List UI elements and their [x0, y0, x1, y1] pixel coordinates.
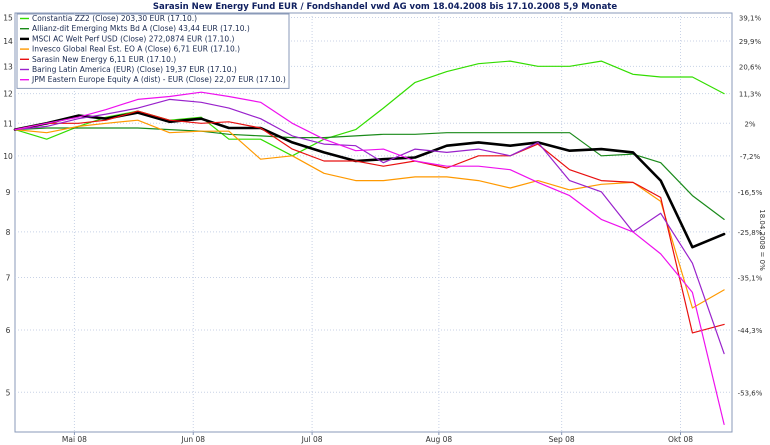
series-layer [13, 60, 726, 425]
y-left-tick-label: 8 [6, 228, 11, 237]
y-left-tick-label: 9 [6, 188, 11, 197]
y-left-tick-label: 15 [3, 14, 13, 23]
legend-entry: Invesco Global Real Est. EO A (Close) 6,… [32, 45, 240, 54]
y-right-tick-label: 20,6% [739, 63, 762, 71]
y-left-tick-label: 6 [6, 326, 11, 335]
x-tick-label: Jul 08 [301, 435, 323, 444]
y-right-tick-label: -16,5% [738, 189, 763, 197]
y-right-tick-label: -25,8% [738, 229, 763, 237]
y-right-tick-label: -53,6% [738, 389, 763, 397]
x-tick-label: Sep 08 [549, 435, 575, 444]
axis-layer: 5 6 7 8 9 10 11 12 13 14 15 39,1% 29,9% 20,6% 11,3% 2% -… [3, 14, 763, 444]
y-left-tick-label: 12 [3, 90, 13, 99]
y-left-tick-label: 13 [3, 62, 13, 71]
legend: Constantia ZZ2 (Close) 203,30 EUR (17.10… [16, 13, 290, 89]
y-right-tick-label: 2% [744, 120, 755, 128]
y-left-tick-label: 14 [3, 37, 13, 46]
y-right-tick-label: -44,3% [738, 327, 763, 335]
series-line-3 [13, 111, 726, 249]
x-tick-label: Mai 08 [62, 435, 87, 444]
y-right-tick-label: -35,1% [738, 274, 763, 282]
y-left-tick-label: 7 [6, 273, 11, 282]
y-left-tick-label: 5 [6, 388, 11, 397]
legend-entry: JPM Eastern Europe Equity A (dist) - EUR… [31, 75, 286, 84]
series-line-2 [14, 127, 725, 220]
y-right-tick-label: -7,2% [740, 153, 761, 161]
y-right-tick-label: 29,9% [739, 38, 762, 46]
chart-title: Sarasin New Energy Fund EUR / Fondshande… [153, 2, 618, 12]
series-line-5 [14, 110, 725, 334]
legend-entry: Allianz-dit Emerging Mkts Bd A (Close) 4… [32, 24, 250, 33]
x-tick-label: Jun 08 [180, 435, 205, 444]
legend-entry: Sarasin New Energy 6,11 EUR (17.10.) [32, 55, 176, 64]
x-tick-label: Aug 08 [426, 435, 453, 444]
series-line-7 [14, 91, 725, 425]
legend-entry: MSCI AC Welt Perf USD (Close) 272,0874 E… [32, 34, 235, 43]
legend-box [16, 13, 290, 89]
y-right-tick-label: 39,1% [739, 15, 762, 23]
y-left-tick-label: 11 [3, 119, 13, 128]
y-left-tick-label: 10 [3, 152, 13, 161]
y-right-tick-label: 11,3% [739, 91, 762, 99]
series-line-4 [14, 119, 725, 309]
legend-entry: Baring Latin America (EUR) (Close) 19,37… [32, 65, 237, 74]
right-axis-label: 18.04.2008 = 0% [758, 209, 766, 271]
legend-entry: Constantia ZZ2 (Close) 203,30 EUR (17.10… [32, 14, 197, 23]
series-line-6 [14, 98, 725, 355]
x-tick-label: Okt 08 [668, 435, 693, 444]
